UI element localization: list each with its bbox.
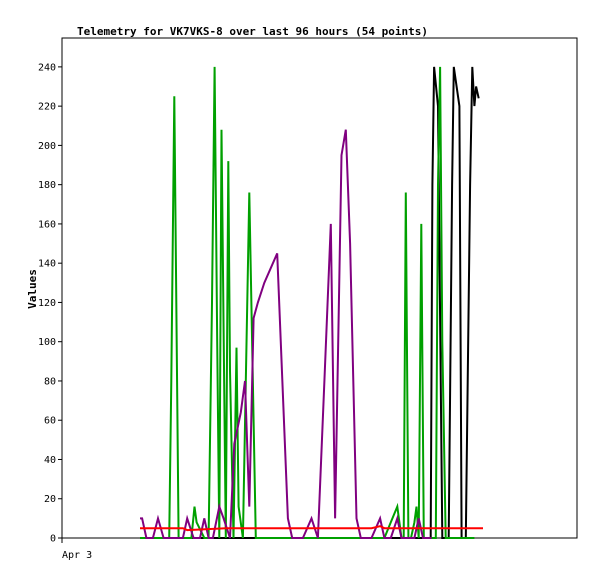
y-tick-label: 40 <box>44 455 56 466</box>
series-line-purple <box>140 129 432 539</box>
y-tick-label: 100 <box>38 337 56 348</box>
y-tick-label: 60 <box>44 416 56 427</box>
y-tick-label: 220 <box>38 102 56 113</box>
x-axis: Apr 3 <box>61 538 92 561</box>
series-group <box>140 66 483 539</box>
y-tick-label: 140 <box>38 259 56 270</box>
y-axis-label: Values <box>26 269 39 309</box>
series-line-red <box>140 525 483 532</box>
y-tick-label: 160 <box>38 219 56 230</box>
y-tick-label: 80 <box>44 376 56 387</box>
y-tick-label: 120 <box>38 298 56 309</box>
series-line-black <box>140 66 480 539</box>
chart-title: Telemetry for VK7VKS-8 over last 96 hour… <box>77 25 428 38</box>
plot-frame <box>61 37 578 539</box>
y-axis: 0 20 40 60 80 100 120 140 160 180 200 220 240 <box>38 62 62 545</box>
series-line-green <box>140 66 475 539</box>
y-tick-label: 20 <box>44 494 56 505</box>
y-tick-label: 180 <box>38 180 56 191</box>
y-tick-label: 240 <box>38 62 56 73</box>
x-tick-label: Apr 3 <box>62 550 92 561</box>
y-tick-label: 200 <box>38 141 56 152</box>
y-tick-label: 0 <box>50 534 56 545</box>
